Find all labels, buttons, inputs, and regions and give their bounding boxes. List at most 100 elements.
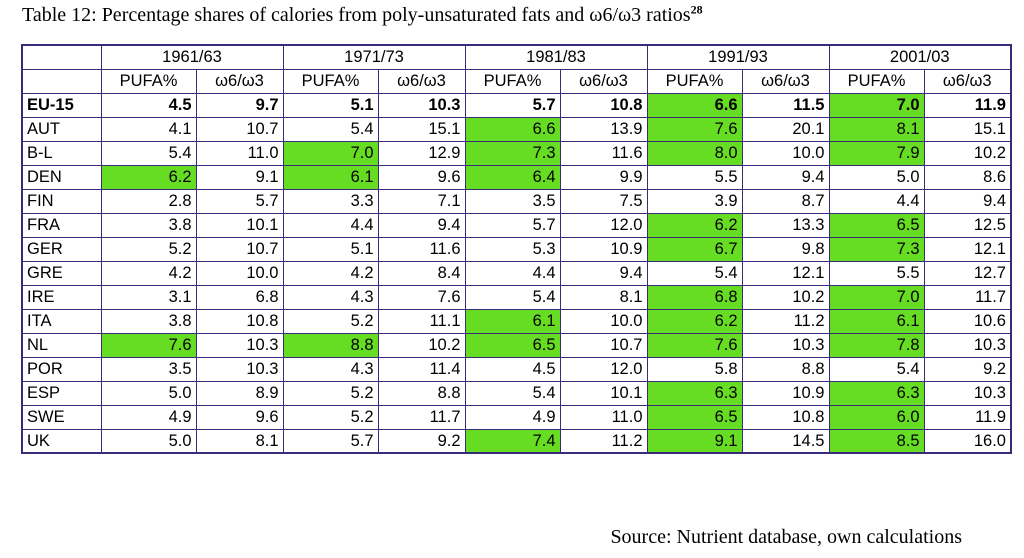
pufa-table: 1961/63 1971/73 1981/83 1991/93 2001/03 … xyxy=(21,44,1012,454)
ratio-cell: 10.2 xyxy=(741,284,830,310)
pufa-cell: 3.8 xyxy=(100,308,197,334)
ratio-cell: 13.9 xyxy=(559,116,648,142)
country-label: FRA xyxy=(21,212,102,238)
pufa-subheader: PUFA% xyxy=(646,68,743,94)
pufa-cell: 4.1 xyxy=(100,116,197,142)
ratio-cell: 10.3 xyxy=(195,356,284,382)
ratio-cell: 9.8 xyxy=(741,236,830,262)
country-label: SWE xyxy=(21,404,102,430)
ratio-cell: 11.6 xyxy=(559,140,648,166)
ratio-cell: 11.9 xyxy=(923,92,1012,118)
ratio-cell: 20.1 xyxy=(741,116,830,142)
ratio-cell: 6.8 xyxy=(195,284,284,310)
pufa-cell: 5.7 xyxy=(464,92,561,118)
ratio-cell: 10.9 xyxy=(559,236,648,262)
ratio-cell: 10.0 xyxy=(559,308,648,334)
ratio-cell: 10.3 xyxy=(923,332,1012,358)
ratio-subheader: ω6/ω3 xyxy=(741,68,830,94)
ratio-cell: 9.4 xyxy=(377,212,466,238)
table-row: UK 5.0 8.1 5.7 9.2 7.4 11.2 9.1 14.5 8.5 16.0 xyxy=(21,428,1012,454)
pufa-cell: 6.3 xyxy=(646,380,743,406)
ratio-cell: 10.7 xyxy=(195,116,284,142)
subheader-row: PUFA% ω6/ω3 PUFA% ω6/ω3 PUFA% ω6/ω3 PUFA… xyxy=(21,68,1012,94)
table-row: ITA 3.8 10.8 5.2 11.1 6.1 10.0 6.2 11.2 6.1 10.6 xyxy=(21,308,1012,334)
ratio-cell: 9.4 xyxy=(559,260,648,286)
pufa-cell: 7.8 xyxy=(828,332,925,358)
pufa-cell: 3.1 xyxy=(100,284,197,310)
ratio-cell: 14.5 xyxy=(741,428,830,454)
pufa-cell: 4.4 xyxy=(282,212,379,238)
ratio-cell: 12.1 xyxy=(923,236,1012,262)
ratio-cell: 11.9 xyxy=(923,404,1012,430)
ratio-subheader: ω6/ω3 xyxy=(377,68,466,94)
ratio-cell: 10.7 xyxy=(559,332,648,358)
pufa-cell: 6.6 xyxy=(464,116,561,142)
pufa-cell: 5.2 xyxy=(282,308,379,334)
pufa-cell: 5.1 xyxy=(282,92,379,118)
ratio-subheader: ω6/ω3 xyxy=(195,68,284,94)
pufa-cell: 3.5 xyxy=(100,356,197,382)
pufa-cell: 4.2 xyxy=(100,260,197,286)
ratio-cell: 11.7 xyxy=(377,404,466,430)
country-label: IRE xyxy=(21,284,102,310)
pufa-cell: 6.5 xyxy=(646,404,743,430)
ratio-cell: 11.2 xyxy=(559,428,648,454)
ratio-cell: 10.7 xyxy=(195,236,284,262)
ratio-cell: 16.0 xyxy=(923,428,1012,454)
caption-text: Table 12: Percentage shares of calories … xyxy=(22,4,691,26)
country-label: FIN xyxy=(21,188,102,214)
ratio-cell: 10.1 xyxy=(559,380,648,406)
pufa-cell: 5.0 xyxy=(828,164,925,190)
pufa-cell: 5.2 xyxy=(282,380,379,406)
ratio-cell: 13.3 xyxy=(741,212,830,238)
pufa-cell: 5.5 xyxy=(828,260,925,286)
pufa-cell: 5.5 xyxy=(646,164,743,190)
pufa-cell: 6.4 xyxy=(464,164,561,190)
country-label: DEN xyxy=(21,164,102,190)
pufa-cell: 3.3 xyxy=(282,188,379,214)
table-body: 1961/63 1971/73 1981/83 1991/93 2001/03 … xyxy=(21,44,1012,454)
ratio-cell: 10.3 xyxy=(195,332,284,358)
pufa-cell: 6.3 xyxy=(828,380,925,406)
pufa-cell: 6.2 xyxy=(646,212,743,238)
pufa-cell: 9.1 xyxy=(646,428,743,454)
ratio-cell: 10.3 xyxy=(377,92,466,118)
ratio-cell: 12.9 xyxy=(377,140,466,166)
table-row: SWE 4.9 9.6 5.2 11.7 4.9 11.0 6.5 10.8 6.0 11.9 xyxy=(21,404,1012,430)
period-header-row: 1961/63 1971/73 1981/83 1991/93 2001/03 xyxy=(21,44,1012,70)
ratio-cell: 8.4 xyxy=(377,260,466,286)
ratio-cell: 9.4 xyxy=(923,188,1012,214)
ratio-cell: 8.7 xyxy=(741,188,830,214)
ratio-cell: 8.8 xyxy=(741,356,830,382)
ratio-cell: 10.0 xyxy=(741,140,830,166)
pufa-cell: 6.2 xyxy=(100,164,197,190)
pufa-cell: 8.1 xyxy=(828,116,925,142)
ratio-cell: 12.1 xyxy=(741,260,830,286)
corner-cell xyxy=(21,68,102,94)
corner-cell xyxy=(21,44,102,70)
ratio-cell: 9.4 xyxy=(741,164,830,190)
ratio-cell: 10.2 xyxy=(923,140,1012,166)
pufa-cell: 8.8 xyxy=(282,332,379,358)
country-label: POR xyxy=(21,356,102,382)
pufa-cell: 2.8 xyxy=(100,188,197,214)
pufa-cell: 4.3 xyxy=(282,284,379,310)
pufa-cell: 5.0 xyxy=(100,380,197,406)
country-label: ESP xyxy=(21,380,102,406)
period-header: 1971/73 xyxy=(282,44,466,70)
pufa-cell: 7.3 xyxy=(828,236,925,262)
pufa-cell: 4.9 xyxy=(100,404,197,430)
pufa-cell: 4.2 xyxy=(282,260,379,286)
pufa-cell: 4.3 xyxy=(282,356,379,382)
pufa-cell: 6.8 xyxy=(646,284,743,310)
ratio-cell: 8.6 xyxy=(923,164,1012,190)
ratio-cell: 10.6 xyxy=(923,308,1012,334)
pufa-cell: 5.4 xyxy=(100,140,197,166)
pufa-cell: 6.5 xyxy=(464,332,561,358)
pufa-cell: 6.5 xyxy=(828,212,925,238)
table-row: B-L 5.4 11.0 7.0 12.9 7.3 11.6 8.0 10.0 7.9 10.2 xyxy=(21,140,1012,166)
ratio-cell: 10.1 xyxy=(195,212,284,238)
ratio-cell: 12.7 xyxy=(923,260,1012,286)
table-row: FRA 3.8 10.1 4.4 9.4 5.7 12.0 6.2 13.3 6.5 12.5 xyxy=(21,212,1012,238)
pufa-cell: 7.0 xyxy=(282,140,379,166)
